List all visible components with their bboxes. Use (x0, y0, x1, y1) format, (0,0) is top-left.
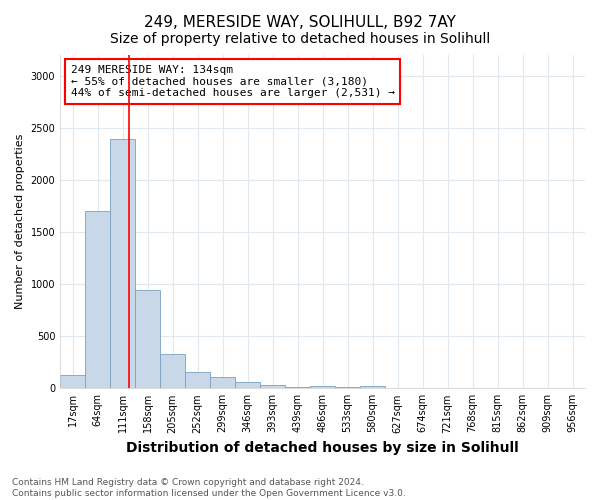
Bar (185, 372, 210, 388)
Bar (285, 386, 310, 388)
Text: Contains HM Land Registry data © Crown copyright and database right 2024.
Contai: Contains HM Land Registry data © Crown c… (12, 478, 406, 498)
Text: 249 MERESIDE WAY: 134sqm
← 55% of detached houses are smaller (3,180)
44% of sem: 249 MERESIDE WAY: 134sqm ← 55% of detach… (71, 65, 395, 98)
Bar (210, 377, 235, 388)
Y-axis label: Number of detached properties: Number of detached properties (15, 134, 25, 310)
Bar (360, 386, 385, 388)
Bar (85, 211, 110, 388)
Bar (235, 382, 260, 388)
Bar (60, 375, 85, 388)
X-axis label: Distribution of detached houses by size in Solihull: Distribution of detached houses by size … (126, 441, 519, 455)
Bar (110, 140, 135, 388)
Bar (310, 386, 335, 388)
Text: Size of property relative to detached houses in Solihull: Size of property relative to detached ho… (110, 32, 490, 46)
Bar (135, 290, 160, 388)
Text: 249, MERESIDE WAY, SOLIHULL, B92 7AY: 249, MERESIDE WAY, SOLIHULL, B92 7AY (144, 15, 456, 30)
Bar (260, 385, 285, 388)
Bar (160, 354, 185, 388)
